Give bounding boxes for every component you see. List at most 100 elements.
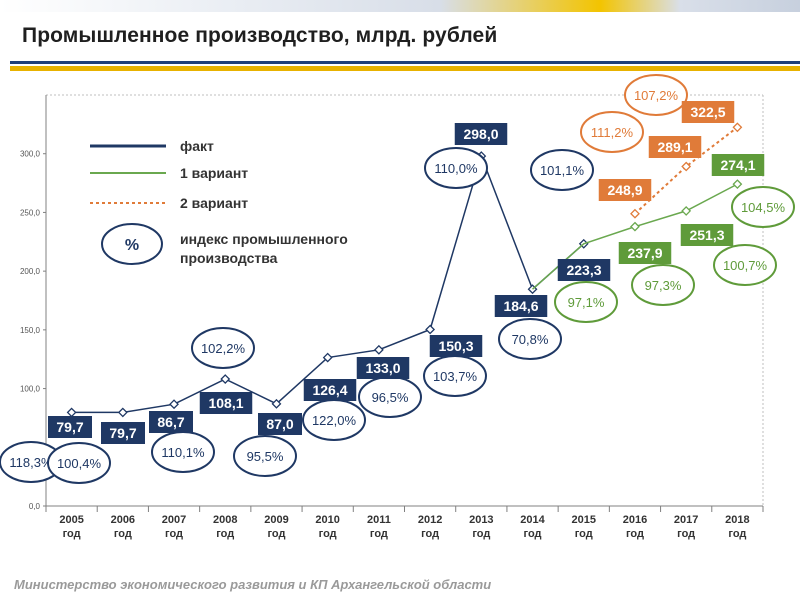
value-variant2-box: [681, 101, 735, 123]
x-tick-label-year: 2010: [315, 514, 339, 526]
series-marker-fact: [373, 344, 384, 355]
index-fact-text: 110,0%: [434, 161, 478, 176]
x-tick-label-unit: год: [319, 528, 337, 540]
y-tick-label: 250,0: [20, 208, 41, 217]
index-fact-text: 110,1%: [161, 445, 205, 460]
index-fact-text: 95,5%: [247, 449, 284, 464]
x-tick-label-year: 2006: [111, 514, 135, 526]
index-fact-text: 122,0%: [312, 413, 357, 428]
x-tick-label-year: 2012: [418, 514, 442, 526]
chart-series: [66, 122, 743, 418]
index-fact-ellipse: [47, 442, 111, 484]
value-variant2-box: [648, 136, 702, 158]
series-marker-variant2: [681, 161, 692, 172]
index-variant2-text: 111,2%: [591, 125, 634, 140]
chart-legend: факт 1 вариант 2 вариант % индекс промыш…: [90, 138, 348, 266]
x-tick-label-year: 2008: [213, 514, 237, 526]
x-tick-label-unit: год: [524, 528, 542, 540]
x-tick-label-year: 2009: [264, 514, 288, 526]
y-tick-label: 0,0: [29, 502, 41, 511]
index-variant1-ellipse: [631, 264, 695, 306]
value-fact-box: [557, 259, 611, 281]
value-variant1-text: 274,1: [720, 157, 755, 173]
index-fact-ellipse: [191, 327, 255, 369]
series-marker-variant2: [732, 122, 743, 133]
title-rule-gold: [10, 66, 800, 71]
value-fact-text: 126,4: [312, 382, 347, 398]
index-fact-text: 103,7%: [433, 369, 478, 384]
x-tick-label-unit: год: [114, 528, 132, 540]
x-tick-label-unit: год: [421, 528, 439, 540]
legend-percent-symbol: %: [125, 237, 139, 254]
value-variant2-text: 289,1: [657, 139, 692, 155]
index-variant1-text: 100,7%: [723, 258, 768, 273]
index-fact-ellipse: [498, 318, 562, 360]
index-fact-text: 100,4%: [57, 456, 102, 471]
value-fact-box: [494, 295, 548, 317]
value-fact-text: 87,0: [266, 416, 293, 432]
index-variant2-ellipse: [580, 111, 644, 153]
top-decoration-band: [0, 0, 800, 12]
value-fact-text: 79,7: [109, 425, 136, 441]
x-tick-label-unit: год: [63, 528, 81, 540]
value-fact-box: [356, 357, 410, 379]
value-fact-text: 150,3: [438, 338, 473, 354]
value-fact-text: 133,0: [365, 360, 400, 376]
series-marker-variant1: [681, 205, 692, 216]
series-marker-fact: [425, 324, 436, 335]
index-variant1-ellipse: [731, 186, 795, 228]
index-fact-ellipse: [424, 147, 488, 189]
x-tick-label-unit: год: [472, 528, 490, 540]
value-variant2-box: [598, 179, 652, 201]
value-variant1-text: 237,9: [627, 245, 662, 261]
index-fact-text: 118,3%: [9, 455, 53, 470]
value-fact-text: 79,7: [56, 419, 83, 435]
x-tick-label-year: 2005: [59, 514, 83, 526]
y-tick-label: 300,0: [20, 150, 41, 159]
x-tick-label-year: 2013: [469, 514, 493, 526]
series-marker-variant2: [630, 208, 640, 219]
value-variant1-box: [711, 154, 765, 176]
index-variant1-ellipse: [554, 281, 618, 323]
x-tick-label-unit: год: [216, 528, 234, 540]
series-marker-variant1: [630, 221, 640, 232]
page-title: Промышленное производство, млрд. рублей: [22, 24, 498, 47]
index-fact-text: 101,1%: [540, 163, 585, 178]
x-tick-label-year: 2011: [367, 514, 391, 526]
y-tick-label: 200,0: [20, 267, 41, 276]
legend-variant2-label: 2 вариант: [180, 195, 248, 211]
value-variant1-box: [618, 242, 672, 264]
index-fact-ellipse: [233, 435, 297, 477]
value-fact-text: 108,1: [208, 395, 243, 411]
value-fact-box: [429, 335, 483, 357]
chart-value-labels: 79,7 79,7 86,7 108,1 87,0 126,4 133,0 150,3 298,…: [48, 101, 765, 444]
value-variant2-text: 322,5: [690, 104, 725, 120]
series-marker-fact: [322, 352, 333, 363]
value-fact-box: [199, 392, 253, 414]
series-marker-fact: [66, 407, 77, 418]
x-tick-label-unit: год: [728, 528, 746, 540]
x-tick-label-year: 2014: [520, 514, 545, 526]
y-tick-label: 100,0: [20, 385, 41, 394]
x-tick-label-unit: год: [575, 528, 593, 540]
legend-index-line1: индекс промышленного: [180, 231, 348, 247]
series-marker-fact: [220, 374, 231, 384]
x-tick-label-unit: год: [267, 528, 285, 540]
index-variant1-text: 97,1%: [568, 295, 605, 310]
footer-source: Министерство экономического развития и К…: [14, 577, 492, 592]
legend-fact-label: факт: [180, 138, 214, 154]
x-tick-label-year: 2018: [725, 514, 749, 526]
series-marker-fact: [169, 399, 179, 410]
series-marker-fact: [271, 398, 282, 409]
value-variant2-text: 248,9: [607, 182, 642, 198]
title-rule-blue: [10, 61, 800, 64]
x-tick-label-unit: год: [165, 528, 183, 540]
index-variant1-text: 104,5%: [741, 200, 786, 215]
value-fact-box: [149, 411, 193, 433]
series-marker-fact: [117, 407, 128, 418]
value-variant1-box: [680, 224, 734, 246]
x-tick-label-unit: год: [677, 528, 695, 540]
x-tick-label-year: 2015: [572, 514, 596, 526]
value-fact-text: 298,0: [463, 126, 498, 142]
index-fact-text: 70,8%: [512, 332, 549, 347]
